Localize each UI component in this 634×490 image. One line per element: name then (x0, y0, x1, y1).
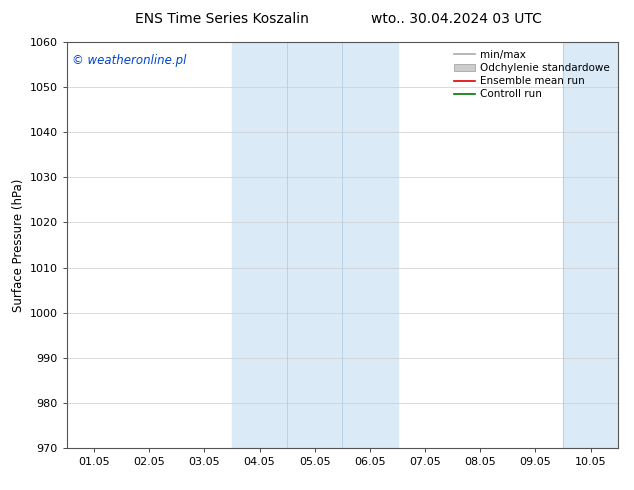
Bar (563, 42, 618, 448)
Text: © weatheronline.pl: © weatheronline.pl (72, 54, 186, 67)
Legend: min/max, Odchylenie standardowe, Ensemble mean run, Controll run: min/max, Odchylenie standardowe, Ensembl… (451, 47, 613, 102)
Y-axis label: Surface Pressure (hPa): Surface Pressure (hPa) (12, 178, 25, 312)
Text: wto.. 30.04.2024 03 UTC: wto.. 30.04.2024 03 UTC (371, 12, 542, 26)
Bar (232, 42, 398, 448)
Text: ENS Time Series Koszalin: ENS Time Series Koszalin (135, 12, 309, 26)
